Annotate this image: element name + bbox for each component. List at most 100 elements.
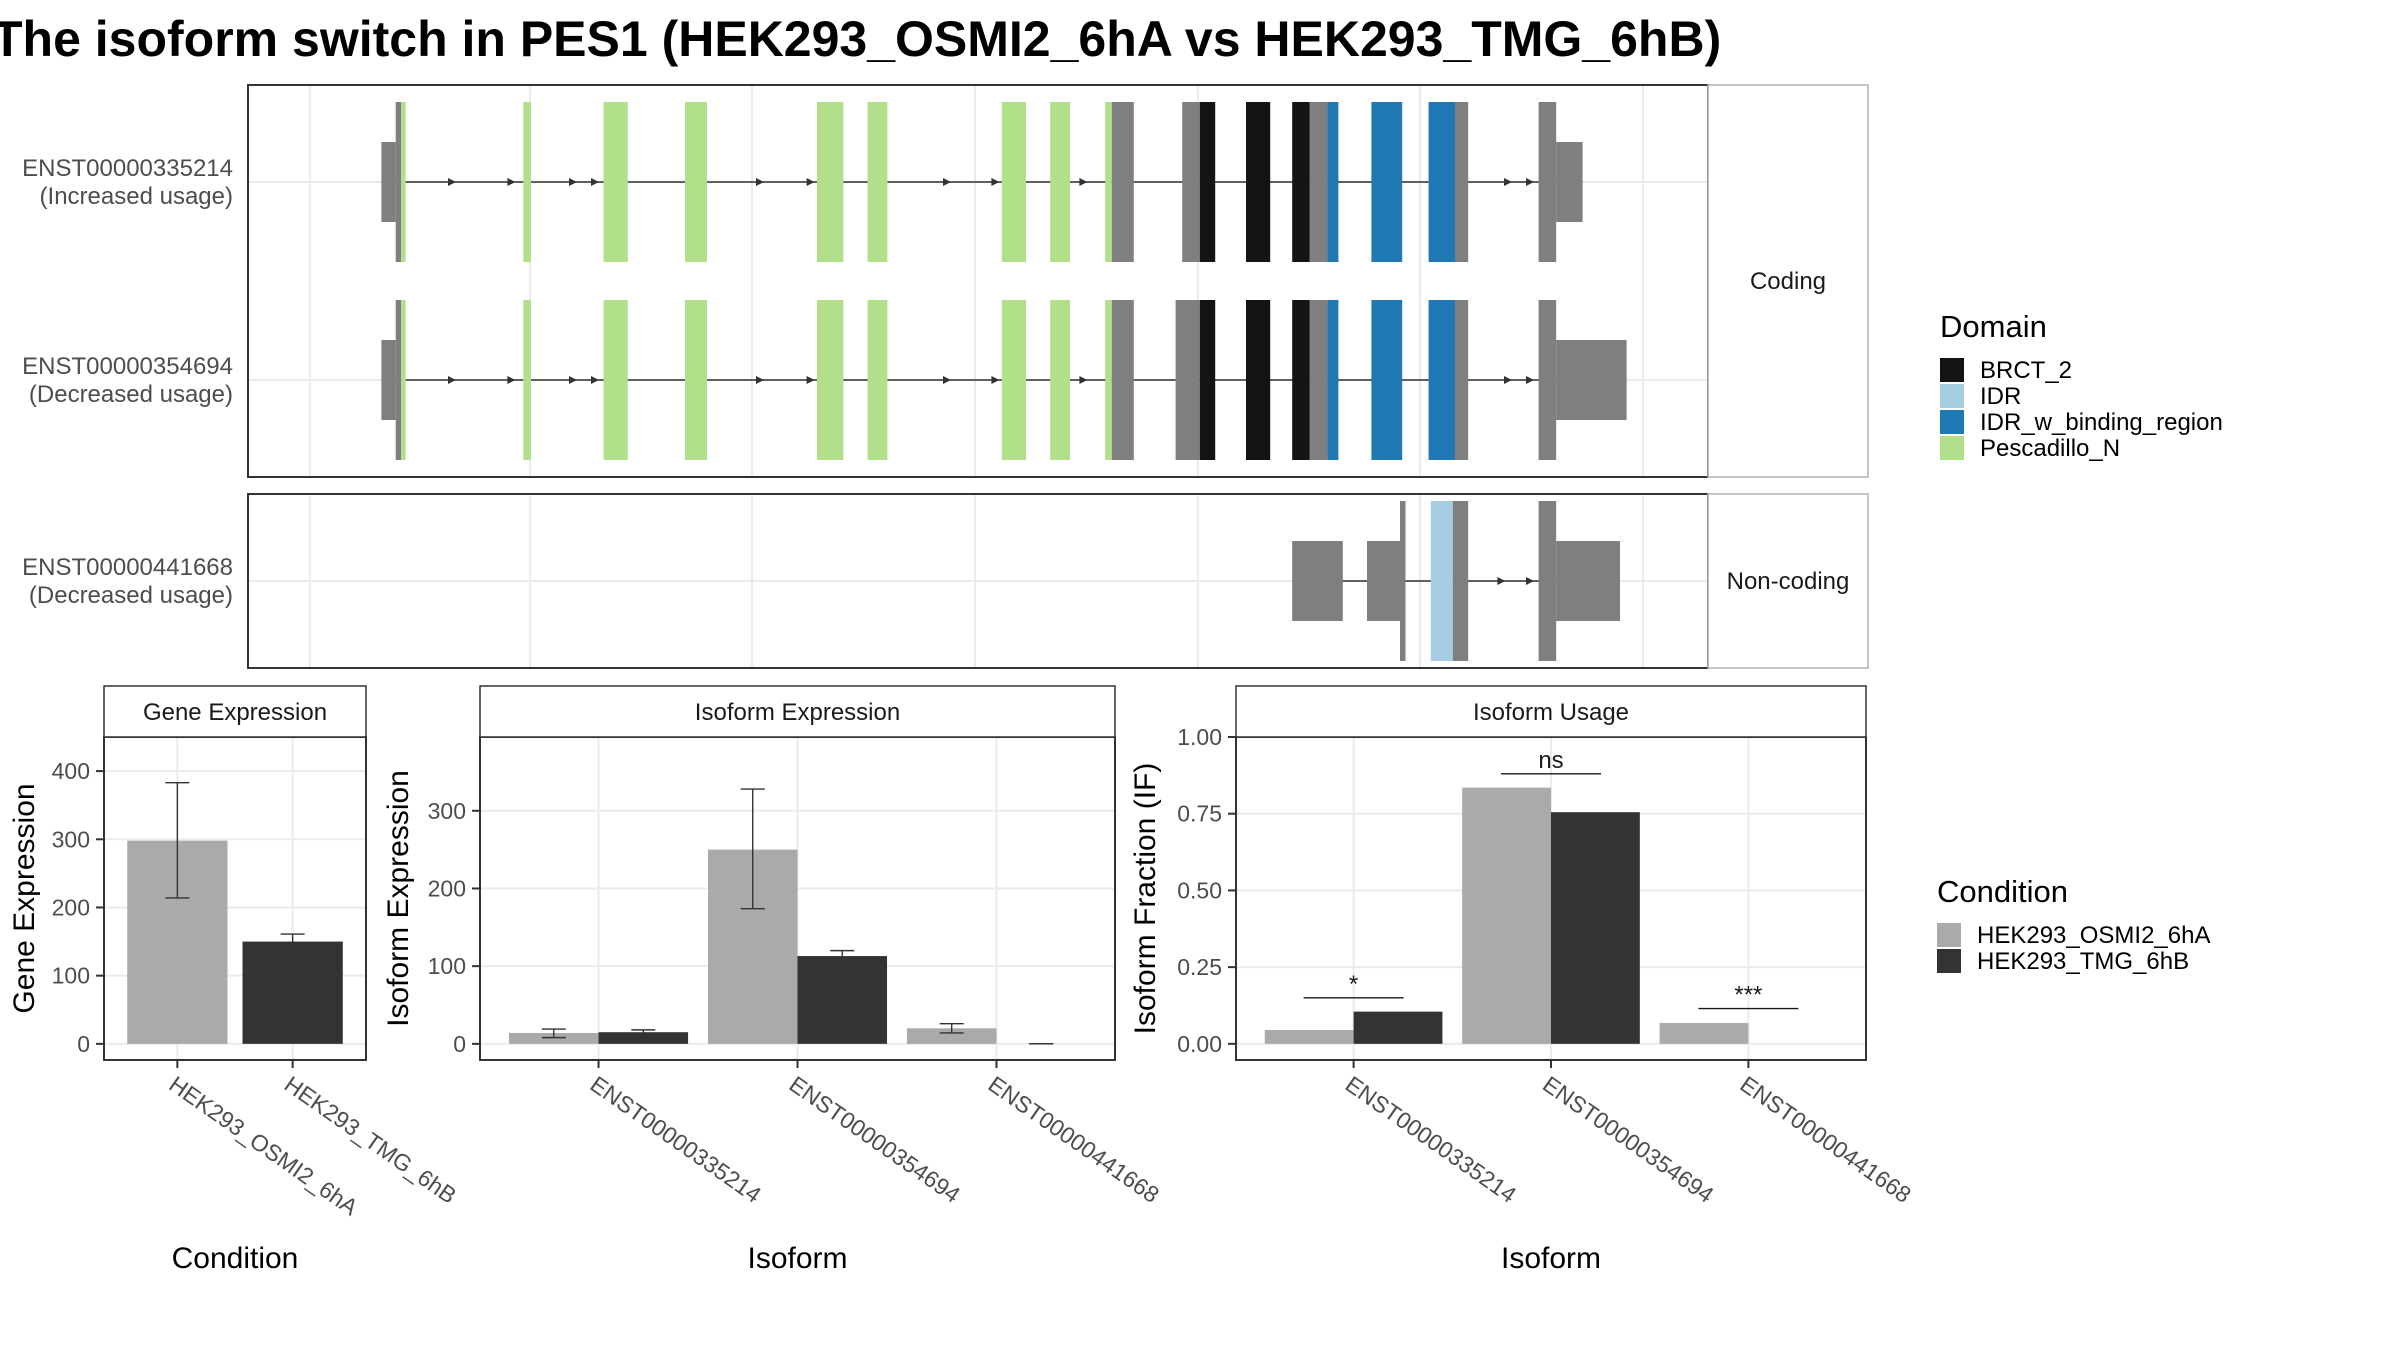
- exon-segment: [685, 102, 707, 262]
- legend-swatch: [1940, 436, 1964, 460]
- exon-segment: [1111, 102, 1134, 262]
- exon-segment: [1400, 501, 1406, 661]
- legend-item-label: IDR_w_binding_region: [1980, 409, 2223, 436]
- exon-segment: [1556, 340, 1627, 420]
- bar: [1551, 812, 1640, 1044]
- bar: [598, 1032, 689, 1044]
- exon-segment: [1455, 300, 1469, 460]
- transcript-usage-label: (Increased usage): [40, 183, 233, 210]
- transcript-usage-label: (Decreased usage): [29, 381, 233, 408]
- strand-arrow: [448, 376, 456, 384]
- transcript-structure-panel: ENST00000335214(Increased usage) ENST0000…: [22, 84, 1869, 669]
- y-tick-label: 200: [52, 894, 90, 920]
- exon-segment: [401, 300, 406, 460]
- exon-segment: [1292, 541, 1343, 621]
- x-axis-title: Isoform: [747, 1242, 847, 1275]
- exon-segment: [603, 102, 628, 262]
- y-tick-label: 0.75: [1177, 801, 1222, 827]
- bar: [1353, 1011, 1443, 1044]
- exon-segment: [381, 340, 396, 420]
- bar: [1264, 1030, 1354, 1044]
- legend-title: Domain: [1940, 309, 2047, 344]
- legend-swatch: [1940, 384, 1964, 408]
- strand-arrow: [1526, 376, 1534, 384]
- panel-title: Isoform Usage: [1473, 699, 1629, 726]
- exon-segment: [1199, 102, 1216, 262]
- strand-arrow: [448, 178, 456, 186]
- panel-strip: [103, 685, 367, 738]
- domain-legend: Domain BRCT_2IDRIDR_w_binding_regionPesca…: [1940, 309, 2223, 462]
- legend-swatch: [1937, 949, 1961, 973]
- exon-segment: [1175, 300, 1200, 460]
- x-tick-label: HEK293_OSMI2_6hA: [164, 1071, 363, 1221]
- facet-strip-label: Coding: [1750, 268, 1826, 295]
- strand-arrow: [1079, 376, 1088, 384]
- exon-segment: [867, 300, 888, 460]
- transcript-id-label: ENST00000441668: [22, 554, 233, 581]
- exon-segment: [1050, 300, 1070, 460]
- y-tick-label: 0: [453, 1031, 466, 1057]
- strand-arrow: [1497, 577, 1506, 585]
- facet-background: [248, 85, 1708, 477]
- bar: [508, 1032, 599, 1044]
- bar: [1659, 1022, 1749, 1044]
- exon-segment: [1199, 300, 1216, 460]
- strand-arrow: [1526, 577, 1534, 585]
- strand-arrow: [806, 178, 815, 186]
- exon-segment: [817, 102, 844, 262]
- exon-segment: [1538, 102, 1557, 262]
- exon-segment: [1292, 102, 1310, 262]
- strand-arrow: [507, 178, 516, 186]
- x-tick-label: ENST00000441668: [984, 1071, 1164, 1208]
- bar: [1462, 787, 1551, 1044]
- bar-chart-panel: Gene Expression 0 100 200 300 400 HEK293_OSMI2…: [8, 685, 461, 1275]
- panel-strip: [1235, 685, 1867, 738]
- y-tick-label: 1.00: [1177, 724, 1222, 750]
- strand-arrow: [1079, 178, 1088, 186]
- y-tick-label: 0.25: [1177, 954, 1222, 980]
- exon-segment: [1367, 541, 1400, 621]
- strand-arrow: [943, 178, 951, 186]
- bar: [242, 941, 343, 1044]
- exon-segment: [1452, 501, 1469, 661]
- exon-segment: [1371, 102, 1403, 262]
- strand-arrow: [1504, 376, 1512, 384]
- strand-arrow: [756, 178, 764, 186]
- exon-segment: [523, 102, 531, 262]
- exon-segment: [1430, 501, 1453, 661]
- exon-segment: [1455, 102, 1469, 262]
- strand-arrow: [569, 178, 577, 186]
- exon-segment: [1556, 541, 1620, 621]
- exon-segment: [685, 300, 707, 460]
- facet-strip: [1707, 84, 1869, 478]
- exon-segment: [1105, 102, 1112, 262]
- legend-title: Condition: [1937, 874, 2068, 909]
- significance-label: ns: [1538, 747, 1563, 774]
- legend-item-label: IDR: [1980, 383, 2021, 410]
- exon-segment: [1105, 300, 1112, 460]
- exon-segment: [1246, 300, 1271, 460]
- strand-arrow: [569, 376, 577, 384]
- y-tick-label: 400: [52, 758, 90, 784]
- x-tick-label: ENST00000335214: [586, 1071, 767, 1208]
- x-tick-label: ENST00000354694: [785, 1071, 966, 1208]
- y-tick-label: 100: [52, 963, 90, 989]
- y-tick-label: 300: [52, 826, 90, 852]
- panel-title: Gene Expression: [143, 699, 327, 726]
- legend-swatch: [1940, 410, 1964, 434]
- exon-segment: [1050, 102, 1070, 262]
- exon-segment: [395, 102, 402, 262]
- exon-segment: [1001, 102, 1026, 262]
- exon-segment: [395, 300, 402, 460]
- panel-strip: [479, 685, 1116, 738]
- bar-chart-panel: * ns *** Isoform Usage 0.00 0.25 0.50 0.75 1.00 E…: [1129, 685, 1916, 1275]
- panel-title: Isoform Expression: [695, 699, 900, 726]
- bar-chart-panel: Isoform Expression 0 100 200 300 ENST00000335…: [382, 685, 1164, 1275]
- facet-strip-label: Non-coding: [1727, 568, 1850, 595]
- exon-segment: [1371, 300, 1403, 460]
- figure-title: The isoform switch in PES1 (HEK293_OSMI2…: [0, 11, 1721, 67]
- strand-arrow: [806, 376, 815, 384]
- legend-swatch: [1940, 358, 1964, 382]
- expression-bar-charts: Gene Expression 0 100 200 300 400 HEK293_OSMI2…: [8, 685, 1916, 1275]
